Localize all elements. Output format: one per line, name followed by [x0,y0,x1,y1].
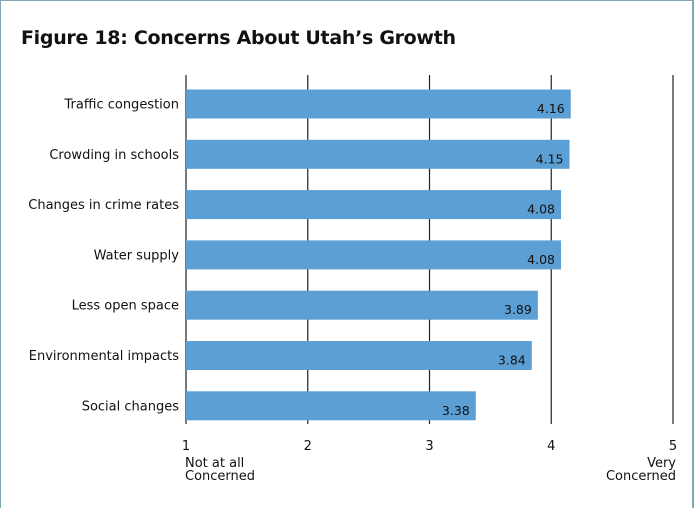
value-label-1: 4.15 [536,151,564,166]
category-label-5: Environmental impacts [29,349,179,364]
category-label-6: Social changes [82,399,180,414]
value-labels: 4.16 4.15 4.08 4.08 3.89 3.84 3.38 [442,101,565,418]
value-label-0: 4.16 [537,101,565,116]
category-label-3: Water supply [94,248,180,263]
tick-label-4: 4 [547,439,555,454]
bar-0 [186,89,571,119]
bar-6 [186,391,476,421]
chart-title: Figure 18: Concerns About Utah’s Growth [21,27,456,49]
high-anchor-line-1: Concerned [606,469,676,484]
value-label-5: 3.84 [498,353,526,368]
bars-group [186,89,571,421]
low-anchor-line-1: Concerned [185,469,255,484]
tick-label-5: 5 [669,439,677,454]
bar-2 [186,190,561,220]
category-label-2: Changes in crime rates [28,198,179,213]
tick-label-3: 3 [425,439,433,454]
category-label-0: Traffic congestion [64,98,179,113]
category-labels: Traffic congestion Crowding in schools Cha… [28,98,179,415]
value-label-6: 3.38 [442,403,470,418]
tick-labels: 1 2 3 4 5 [182,439,677,454]
bar-4 [186,290,538,320]
value-label-2: 4.08 [527,202,555,217]
category-label-4: Less open space [72,299,179,314]
value-label-4: 3.89 [504,302,532,317]
category-label-1: Crowding in schools [49,148,179,163]
tick-label-2: 2 [304,439,312,454]
bar-5 [186,341,532,370]
high-anchor-line-0: Very [647,456,676,471]
low-anchor-line-0: Not at all [185,456,244,471]
bar-1 [186,139,570,169]
bar-3 [186,240,561,270]
tick-label-1: 1 [182,439,190,454]
value-label-3: 4.08 [527,252,555,267]
